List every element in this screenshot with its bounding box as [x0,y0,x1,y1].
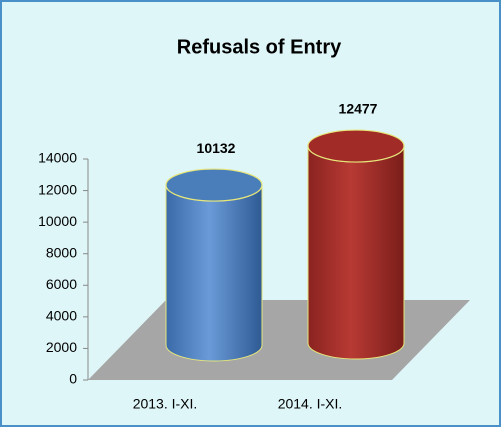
cylinder-body [307,146,405,360]
y-tick-label: 10000 [38,213,77,229]
y-tick-label: 4000 [46,308,77,324]
value-label: 10132 [197,140,236,156]
y-tick-label: 14000 [38,150,77,166]
x-tick-label: 2013. I-XI. [133,396,198,412]
cylinder-top [165,168,263,202]
chart-title: Refusals of Entry [177,36,342,58]
value-label: 12477 [339,101,378,117]
cylinder-body [165,185,263,362]
y-tick-label: 6000 [46,276,77,292]
y-tick-label: 12000 [38,181,77,197]
cylinder-top [307,129,405,163]
y-tick-label: 8000 [46,244,77,260]
x-tick-label: 2014. I-XI. [278,396,343,412]
y-tick-label: 0 [69,371,77,387]
y-tick-label: 2000 [46,339,77,355]
